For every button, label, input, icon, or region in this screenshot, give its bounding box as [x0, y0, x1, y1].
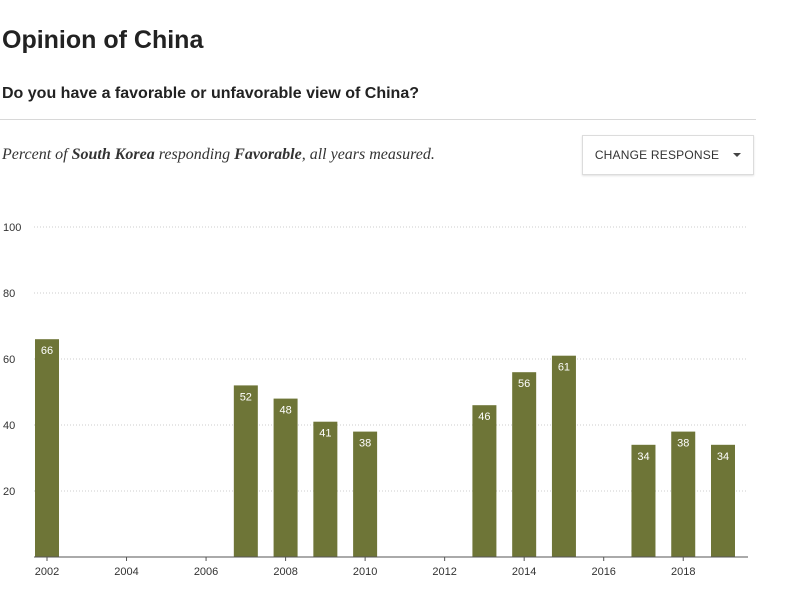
bar-value-label-2009: 41: [319, 428, 331, 440]
x-tick-label-2008: 2008: [273, 566, 297, 578]
bar-value-label-2018: 38: [677, 438, 689, 450]
bar-value-label-2002: 66: [41, 345, 53, 357]
x-tick-label-2004: 2004: [114, 566, 138, 578]
y-tick-label-40: 40: [3, 420, 15, 432]
change-response-button[interactable]: CHANGE RESPONSE: [582, 135, 754, 175]
bar-value-label-2015: 61: [558, 362, 570, 374]
bar-2009: [313, 421, 338, 557]
subtitle-suffix: , all years measured.: [301, 146, 435, 163]
chart-subtitle: Percent of South Korea responding Favora…: [2, 145, 435, 165]
bar-value-label-2007: 52: [240, 391, 252, 403]
subtitle-country: South Korea: [71, 146, 155, 163]
bar-2017: [631, 444, 656, 557]
y-tick-label-100: 100: [3, 222, 21, 234]
change-response-label: CHANGE RESPONSE: [594, 148, 720, 162]
subtitle-response: Favorable: [234, 146, 302, 163]
x-tick-label-2014: 2014: [512, 566, 536, 578]
bar-2018: [671, 431, 696, 557]
label-layer: 66 52 48 41 38 46 56 61 34 38 34: [41, 345, 729, 463]
bar-value-label-2019: 34: [717, 451, 729, 463]
caret-down-icon: [733, 153, 742, 157]
bar-2008: [273, 398, 298, 557]
grid-layer: 20 40 60 80 100: [3, 222, 748, 498]
y-tick-label-60: 60: [3, 354, 15, 366]
y-tick-label-20: 20: [3, 486, 15, 498]
x-tick-label-2010: 2010: [353, 566, 377, 578]
question-text: Do you have a favorable or unfavorable v…: [2, 85, 419, 102]
x-tick-label-2016: 2016: [591, 566, 615, 578]
subtitle-middle: responding: [154, 146, 235, 163]
page-title: Opinion of China: [2, 26, 204, 54]
bar-2019: [711, 444, 735, 557]
header-divider: [0, 119, 756, 120]
bar-2015: [551, 355, 576, 557]
bar-2010: [353, 431, 378, 557]
bar-value-label-2014: 56: [518, 378, 530, 390]
bar-layer: [35, 339, 735, 557]
bar-value-label-2010: 38: [359, 438, 371, 450]
y-tick-label-80: 80: [3, 288, 15, 300]
bar-2013: [472, 405, 497, 557]
x-tick-label-2006: 2006: [194, 566, 218, 578]
bar-value-label-2008: 48: [279, 405, 291, 417]
bar-2014: [512, 372, 537, 557]
x-tick-label-2012: 2012: [432, 566, 456, 578]
x-tick-label-2002: 2002: [35, 566, 59, 578]
bar-value-label-2017: 34: [637, 451, 649, 463]
bar-value-label-2013: 46: [478, 411, 490, 423]
x-tick-label-2018: 2018: [671, 566, 695, 578]
subtitle-prefix: Percent of: [2, 146, 72, 163]
axis-layer: 2002 2004 2006 2008 2010 2012 2014 2016 2018: [34, 556, 748, 578]
bar-2002: [35, 339, 59, 557]
bar-2007: [233, 385, 258, 557]
